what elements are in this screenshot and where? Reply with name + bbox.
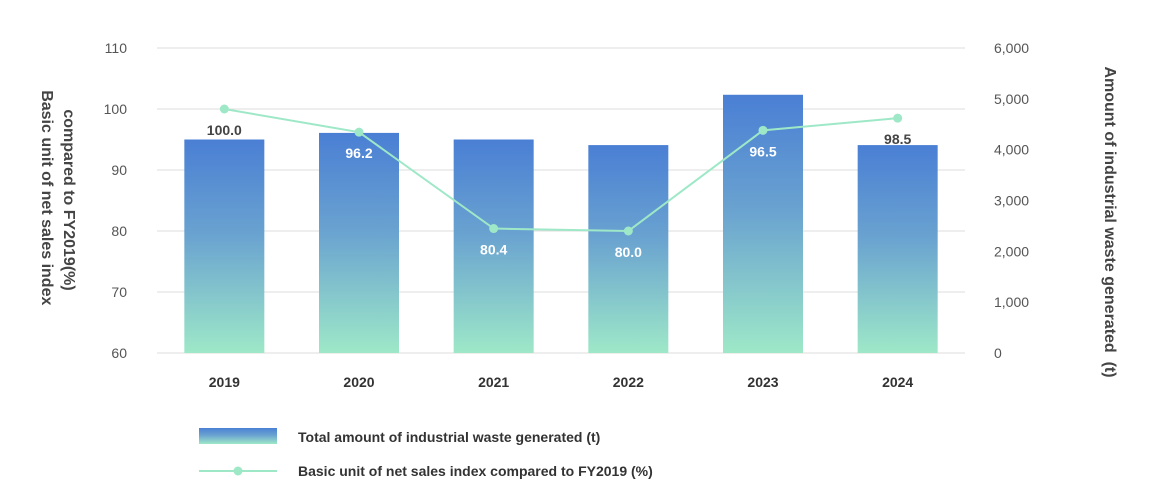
data-label: 100.0 <box>207 122 242 138</box>
right-tick-label: 5,000 <box>994 91 1029 107</box>
data-label: 80.0 <box>615 244 642 260</box>
legend-bar-swatch <box>199 428 277 444</box>
bar <box>857 145 938 353</box>
line-point <box>354 127 364 137</box>
data-label: 96.5 <box>749 143 776 159</box>
gridlines <box>157 47 965 354</box>
legend-bar-label: Total amount of industrial waste generat… <box>298 429 600 445</box>
bar <box>319 132 399 353</box>
right-tick-label: 0 <box>994 345 1002 361</box>
left-axis-title: Basic unit of net sales index compared t… <box>38 90 77 310</box>
right-tick-label: 4,000 <box>994 142 1029 158</box>
left-tick-label: 100 <box>104 101 128 117</box>
bar <box>723 94 803 354</box>
bar <box>453 139 534 353</box>
left-tick-label: 90 <box>111 162 127 178</box>
data-label: 96.2 <box>345 145 372 161</box>
right-tick-label: 1,000 <box>994 294 1029 310</box>
line-point <box>623 226 633 236</box>
line-point <box>758 125 768 135</box>
category-tick-label: 2020 <box>343 374 374 390</box>
left-tick-label: 70 <box>111 284 127 300</box>
category-tick-label: 2021 <box>478 374 509 390</box>
legend-line-label: Basic unit of net sales index compared t… <box>298 463 653 479</box>
line-point <box>489 224 499 234</box>
data-label: 80.4 <box>480 242 507 258</box>
category-axis-ticks: 2019 2020 2021 2022 2023 2024 <box>209 374 914 390</box>
category-tick-label: 2022 <box>613 374 644 390</box>
bar-series <box>184 94 938 354</box>
series-line <box>224 108 898 233</box>
category-tick-label: 2023 <box>747 374 778 390</box>
left-tick-label: 80 <box>111 223 127 239</box>
left-tick-label: 60 <box>111 345 127 361</box>
line-series <box>219 104 903 236</box>
left-axis-ticks: 60 70 80 90 100 110 <box>104 40 128 361</box>
bar <box>588 145 669 353</box>
category-tick-label: 2024 <box>882 374 913 390</box>
right-tick-label: 6,000 <box>994 40 1029 56</box>
data-label: 98.5 <box>884 131 911 147</box>
legend-item-line: Basic unit of net sales index compared t… <box>199 463 653 479</box>
right-axis-ticks: 0 1,000 2,000 3,000 4,000 5,000 6,000 <box>994 40 1029 361</box>
bar <box>184 139 265 353</box>
line-point <box>893 113 903 123</box>
legend-item-bars: Total amount of industrial waste generat… <box>199 428 600 445</box>
right-tick-label: 2,000 <box>994 243 1029 259</box>
line-point <box>219 104 229 114</box>
right-tick-label: 3,000 <box>994 193 1029 209</box>
legend: Total amount of industrial waste generat… <box>199 428 653 479</box>
legend-line-marker <box>233 466 243 476</box>
category-tick-label: 2019 <box>209 374 240 390</box>
left-tick-label: 110 <box>105 40 128 56</box>
right-axis-title: Amount of industrial waste generated (t) <box>1101 66 1118 377</box>
data-labels: 100.0 96.2 80.4 80.0 96.5 98.5 <box>207 122 912 260</box>
